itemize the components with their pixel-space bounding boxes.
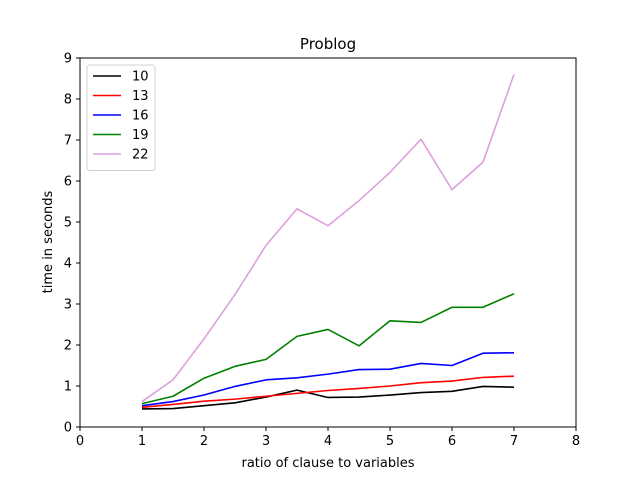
x-tick-label: 5 (386, 434, 394, 449)
y-tick-label: 5 (64, 216, 72, 231)
series-line-16 (141, 351, 515, 407)
y-tick-label: 3 (64, 298, 72, 313)
y-tick-label: 9 (64, 52, 72, 67)
x-axis-label: ratio of clause to variables (241, 456, 414, 471)
y-tick-label: 6 (64, 175, 72, 190)
series-line-13 (141, 375, 515, 409)
x-tick-label: 3 (262, 434, 270, 449)
y-axis: 0 1 2 3 4 5 6 7 8 9 (64, 52, 80, 436)
legend-entry: 10 (132, 70, 149, 85)
y-tick-label: 4 (64, 257, 72, 272)
legend: 10 13 16 19 22 (86, 64, 156, 171)
legend-entry: 19 (132, 128, 149, 143)
y-axis-label: time in seconds (41, 190, 56, 293)
y-tick-label: 0 (64, 421, 72, 436)
legend-entry: 22 (132, 148, 149, 163)
x-tick-label: 0 (76, 434, 84, 449)
plot-area (141, 74, 515, 410)
y-tick-label: 1 (64, 380, 72, 395)
y-tick-label: 2 (64, 339, 72, 354)
y-tick-label: 8 (64, 93, 72, 108)
legend-box (86, 64, 156, 171)
x-tick-label: 1 (138, 434, 146, 449)
series-line-10 (141, 385, 515, 410)
series-line-22 (141, 74, 515, 403)
x-tick-label: 7 (510, 434, 518, 449)
legend-entry: 16 (132, 109, 149, 124)
x-tick-label: 8 (572, 434, 580, 449)
x-axis: 0 1 2 3 4 5 6 7 8 (76, 427, 580, 449)
series-line-19 (141, 293, 515, 405)
x-tick-label: 2 (200, 434, 208, 449)
legend-entry: 13 (132, 89, 149, 104)
x-tick-label: 4 (324, 434, 332, 449)
y-tick-label: 7 (64, 134, 72, 149)
x-tick-label: 6 (448, 434, 456, 449)
chart-title: Problog (300, 35, 356, 53)
